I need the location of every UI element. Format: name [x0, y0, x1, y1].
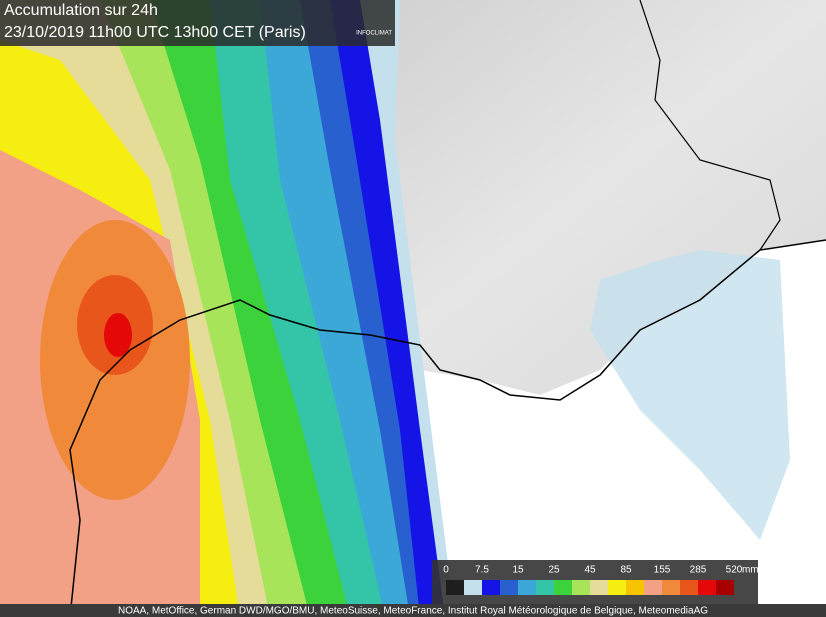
legend-tick: 520	[726, 565, 743, 576]
border	[639, 0, 781, 251]
rain-core	[104, 313, 132, 357]
legend-swatch	[536, 580, 554, 595]
title: Accumulation sur 24h	[4, 2, 158, 19]
legend-swatch	[554, 580, 572, 595]
legend-swatch	[446, 580, 464, 595]
legend-tick: 285	[690, 565, 707, 576]
legend-tick: 45	[584, 565, 596, 576]
legend: 0 7.5 15 25 45 85 155 285 520 mm	[432, 560, 759, 604]
legend-swatch	[464, 580, 482, 595]
legend-swatch	[482, 580, 500, 595]
legend-tick: 0	[443, 565, 449, 576]
legend-swatch	[590, 580, 608, 595]
coastline	[69, 239, 826, 617]
legend-swatch	[626, 580, 644, 595]
legend-swatch	[698, 580, 716, 595]
title-box	[0, 0, 395, 46]
legend-swatch	[644, 580, 662, 595]
legend-swatch	[500, 580, 518, 595]
credits-bar	[0, 604, 826, 617]
legend-tick: 85	[620, 565, 632, 576]
legend-swatch	[680, 580, 698, 595]
legend-tick: 155	[654, 565, 671, 576]
legend-tick: 15	[512, 565, 524, 576]
legend-unit: mm	[742, 565, 759, 576]
logo: INFOCLIMAT	[356, 31, 392, 37]
legend-tick: 25	[548, 565, 560, 576]
subtitle: 23/10/2019 11h00 UTC 13h00 CET (Paris)	[4, 24, 306, 41]
legend-swatch	[518, 580, 536, 595]
legend-swatch	[716, 580, 734, 595]
credits: NOAA, MetOffice, German DWD/MGO/BMU, Met…	[118, 606, 708, 617]
legend-swatch	[662, 580, 680, 595]
rain-light	[590, 250, 790, 540]
legend-swatch	[608, 580, 626, 595]
legend-tick: 7.5	[475, 565, 489, 576]
legend-swatch	[572, 580, 590, 595]
